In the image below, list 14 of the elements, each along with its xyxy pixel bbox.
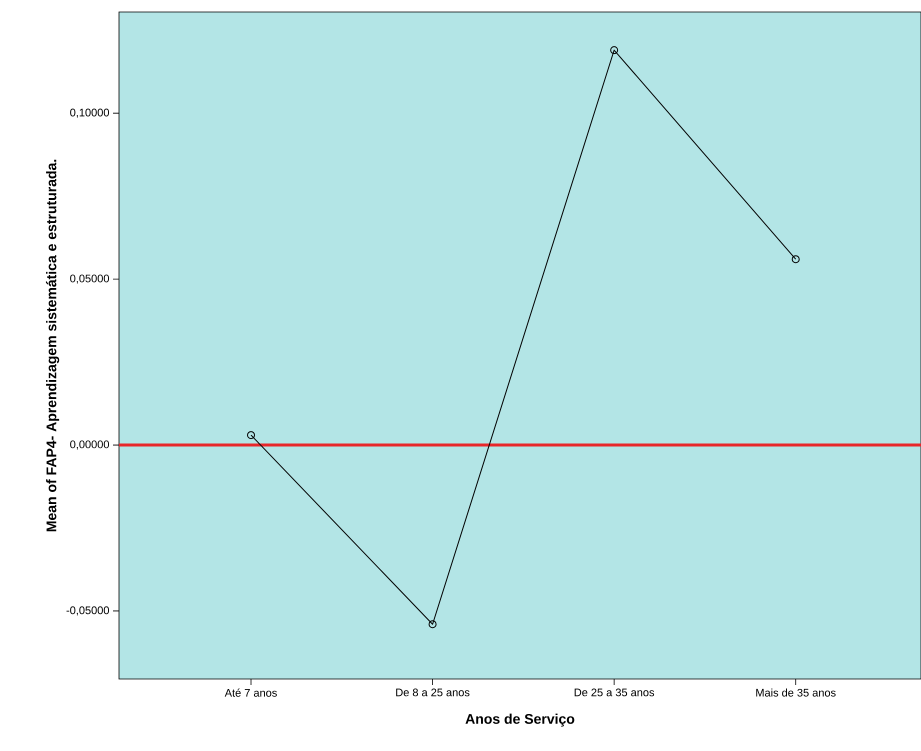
point xyxy=(610,46,618,54)
y-tick-label: 0,10000 xyxy=(70,108,110,118)
x-tick-label: Até 7 anos xyxy=(224,688,277,697)
y-tick-label: -0,05000 xyxy=(66,606,110,616)
x-tick-label: Mais de 35 anos xyxy=(756,688,836,697)
point xyxy=(428,620,437,628)
x-axis-title: Anos de Serviço xyxy=(465,714,574,727)
y-tick-label: 0,05000 xyxy=(70,274,110,284)
y-axis-title: Mean of FAP4- Aprendizagem sistemática e estruturada. xyxy=(46,160,60,532)
x-tick-label: De 25 a 35 anos xyxy=(574,688,654,696)
point xyxy=(247,431,256,440)
y-tick-label: 0,00000 xyxy=(70,440,110,450)
point xyxy=(792,255,800,264)
x-tick-label: De 8 a 25 anos xyxy=(396,688,470,696)
